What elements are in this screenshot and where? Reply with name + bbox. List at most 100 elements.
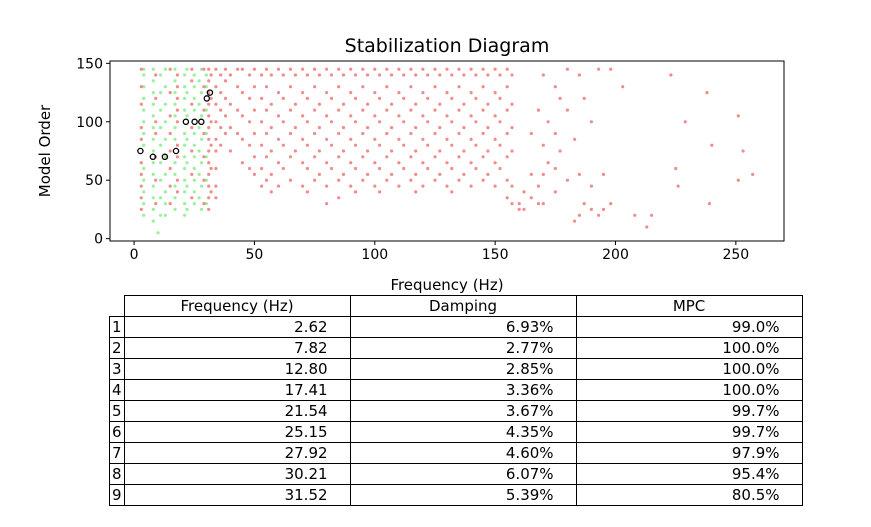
unstable-pole-point — [207, 149, 211, 153]
unstable-pole-point — [236, 85, 240, 89]
stable-pole-point — [163, 102, 167, 106]
stable-pole-point — [204, 85, 208, 89]
unstable-pole-point — [228, 126, 232, 130]
unstable-pole-point — [264, 108, 269, 112]
unstable-pole-point — [175, 143, 179, 147]
unstable-pole-point — [510, 202, 514, 206]
unstable-pole-point — [175, 85, 179, 89]
column-header-frequency: Frequency (Hz) — [123, 295, 351, 317]
unstable-pole-point — [397, 137, 401, 141]
unstable-pole-point — [450, 96, 454, 100]
unstable-pole-point — [373, 184, 377, 188]
unstable-pole-point — [433, 108, 437, 112]
unstable-pole-point — [325, 91, 329, 95]
frequency-cell: 30.21 — [123, 463, 351, 485]
unstable-pole-point — [469, 137, 473, 141]
stable-pole-point — [151, 79, 155, 83]
x-tick-label: 100 — [361, 247, 388, 263]
unstable-pole-point — [510, 149, 514, 153]
stable-pole-point — [192, 85, 196, 89]
unstable-pole-point — [313, 131, 317, 136]
unstable-pole-point — [264, 85, 269, 89]
unstable-pole-point — [462, 172, 466, 176]
unstable-pole-point — [390, 126, 394, 130]
unstable-pole-point — [207, 196, 211, 200]
stable-pole-point — [142, 178, 146, 182]
frequency-cell: 31.52 — [123, 484, 351, 506]
unstable-pole-point — [505, 178, 509, 182]
unstable-pole-point — [276, 114, 281, 118]
stable-pole-point — [183, 73, 187, 77]
unstable-pole-point — [248, 73, 252, 77]
unstable-pole-point — [366, 149, 370, 153]
unstable-pole-point — [209, 120, 213, 124]
unstable-pole-point — [288, 67, 293, 71]
frequency-cell: 17.41 — [123, 379, 351, 401]
unstable-pole-point — [426, 96, 430, 100]
unstable-pole-point — [337, 178, 341, 182]
stable-pole-point — [183, 96, 187, 100]
stable-pole-point — [142, 190, 146, 194]
stable-pole-point — [159, 178, 163, 182]
unstable-pole-point — [219, 126, 223, 130]
unstable-pole-point — [409, 85, 413, 89]
unstable-pole-point — [601, 207, 606, 211]
unstable-pole-point — [493, 137, 497, 141]
stable-pole-point — [197, 196, 201, 200]
unstable-pole-point — [486, 126, 490, 130]
stable-pole-point — [204, 131, 208, 136]
stable-pole-point — [142, 108, 146, 112]
unstable-pole-point — [426, 73, 430, 77]
unstable-pole-point — [390, 149, 394, 153]
table-row: 1 2.62 6.93% 99.0% — [109, 316, 803, 338]
unstable-pole-point — [438, 172, 442, 176]
unstable-pole-point — [219, 73, 223, 77]
table-row: 7 27.92 4.60% 97.9% — [109, 442, 803, 464]
stable-pole-point — [156, 231, 160, 235]
unstable-pole-point — [281, 120, 285, 124]
unstable-pole-point — [313, 178, 317, 182]
selected-mode-point — [182, 118, 190, 126]
unstable-pole-point — [269, 149, 273, 153]
table-row: 2 7.82 2.77% 100.0% — [109, 337, 803, 359]
unstable-pole-point — [293, 102, 297, 106]
unstable-pole-point — [202, 131, 206, 136]
unstable-pole-point — [252, 155, 256, 159]
unstable-pole-point — [139, 172, 143, 176]
unstable-pole-point — [353, 96, 358, 100]
unstable-pole-point — [288, 178, 293, 182]
column-header-mpc: MPC — [575, 295, 803, 317]
unstable-pole-point — [337, 155, 341, 159]
unstable-pole-point — [139, 184, 143, 188]
unstable-pole-point — [361, 178, 365, 182]
stable-pole-point — [183, 143, 187, 147]
stable-pole-point — [183, 202, 187, 206]
stable-pole-point — [142, 96, 146, 100]
unstable-pole-point — [426, 143, 430, 147]
unstable-pole-point — [168, 184, 172, 188]
unstable-pole-point — [510, 126, 514, 130]
unstable-pole-point — [536, 184, 541, 188]
unstable-pole-point — [522, 190, 526, 194]
unstable-pole-point — [385, 67, 389, 71]
ticks-layer: 0 50 100 150 200 250 0 50 100 150 — [76, 56, 749, 263]
unstable-pole-point — [589, 207, 594, 211]
stable-pole-point — [199, 67, 204, 71]
unstable-pole-point — [168, 149, 172, 153]
x-tick-label: 50 — [246, 247, 264, 263]
row-index-cell: 5 — [109, 400, 125, 422]
damping-cell: 3.36% — [349, 379, 577, 401]
unstable-pole-point — [438, 102, 442, 106]
unstable-pole-point — [301, 67, 305, 71]
y-tick-label: 50 — [85, 173, 103, 189]
unstable-pole-point — [751, 172, 755, 176]
unstable-pole-point — [219, 108, 223, 112]
stable-pole-point — [192, 143, 196, 147]
unstable-pole-point — [276, 161, 281, 165]
table-row: 3 12.80 2.85% 100.0% — [109, 358, 803, 380]
y-tick-label: 150 — [76, 56, 103, 72]
unstable-pole-point — [260, 96, 264, 100]
unstable-pole-point — [293, 126, 297, 130]
unstable-pole-point — [385, 178, 389, 182]
unstable-pole-point — [252, 108, 256, 112]
